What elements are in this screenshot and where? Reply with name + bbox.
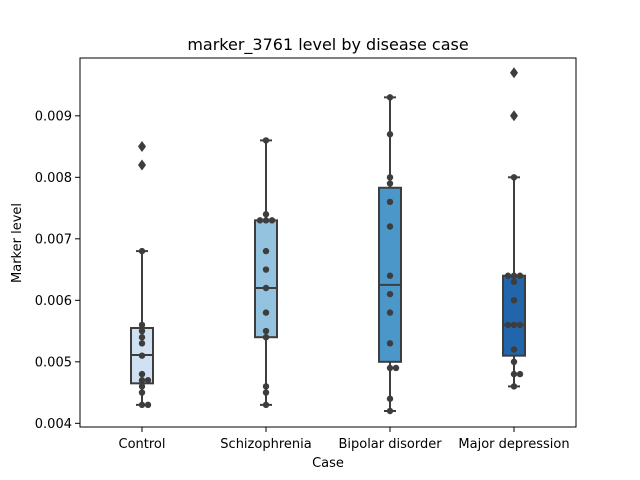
iqr-box	[502, 274, 526, 357]
x-tick-label: Major depression	[458, 437, 569, 452]
data-point	[144, 377, 152, 384]
box-group	[254, 137, 278, 409]
data-point	[386, 309, 394, 316]
x-tick-label: Bipolar disorder	[338, 437, 442, 452]
data-point	[262, 383, 270, 390]
data-point	[262, 211, 270, 218]
data-point	[256, 217, 264, 224]
data-point	[262, 401, 270, 409]
box-group	[502, 67, 526, 390]
data-point	[262, 327, 270, 335]
data-point	[138, 401, 146, 409]
data-point	[386, 340, 394, 347]
y-tick-label: 0.006	[35, 294, 72, 309]
y-tick-label: 0.007	[35, 232, 72, 247]
data-point	[138, 352, 146, 359]
data-point	[262, 334, 270, 341]
data-point	[510, 383, 518, 390]
box-group	[378, 94, 402, 415]
data-point	[510, 358, 518, 366]
data-point	[138, 383, 146, 390]
data-point	[262, 284, 270, 292]
data-point	[138, 247, 146, 255]
data-point	[262, 266, 270, 273]
data-point	[262, 389, 270, 396]
data-point	[386, 94, 394, 101]
data-point	[510, 174, 518, 181]
data-point	[386, 364, 394, 372]
data-point	[386, 180, 394, 187]
data-point	[138, 161, 146, 169]
data-point	[510, 297, 518, 304]
data-point	[386, 272, 394, 279]
y-tick-label: 0.005	[35, 355, 72, 370]
data-point	[386, 407, 394, 415]
data-point	[510, 370, 518, 378]
plot-area: 0.004 0.005 0.006 0.007 0.008 0.009 Control Sch…	[35, 57, 577, 452]
data-point	[386, 395, 394, 402]
data-point	[138, 334, 146, 341]
y-tick-label: 0.008	[35, 171, 72, 186]
data-point	[516, 272, 524, 279]
data-point	[386, 198, 394, 206]
data-point	[510, 278, 518, 286]
data-point	[386, 223, 394, 230]
data-point	[262, 309, 270, 316]
data-point	[262, 217, 270, 224]
y-tick-label: 0.009	[35, 109, 72, 124]
data-point	[510, 321, 518, 329]
data-point	[504, 272, 512, 279]
data-point	[144, 401, 152, 409]
data-point	[510, 346, 518, 353]
data-point	[138, 327, 146, 335]
x-axis-label: Case	[312, 456, 344, 471]
data-point	[510, 272, 518, 279]
data-point	[138, 389, 146, 396]
data-point	[138, 143, 146, 150]
axes-frame	[79, 57, 577, 428]
x-tick-label: Control	[119, 437, 166, 452]
box-group	[130, 141, 154, 409]
data-point	[510, 69, 518, 76]
data-point	[510, 112, 518, 120]
data-point	[262, 247, 270, 255]
data-point	[392, 364, 400, 372]
data-point	[138, 377, 146, 384]
data-point	[504, 321, 512, 329]
x-tick-label: Schizophrenia	[220, 437, 311, 452]
data-point	[138, 370, 146, 378]
data-point	[516, 370, 524, 378]
y-axis-label: Marker level	[10, 203, 25, 283]
data-point	[516, 321, 524, 329]
iqr-box	[254, 219, 278, 339]
data-point	[138, 340, 146, 347]
data-point	[386, 290, 394, 298]
y-tick-label: 0.004	[35, 417, 72, 432]
data-point	[138, 321, 146, 329]
data-point	[268, 217, 276, 224]
data-point	[386, 174, 394, 181]
chart-title: marker_3761 level by disease case	[187, 35, 468, 55]
data-point	[386, 131, 394, 138]
data-point	[262, 137, 270, 144]
